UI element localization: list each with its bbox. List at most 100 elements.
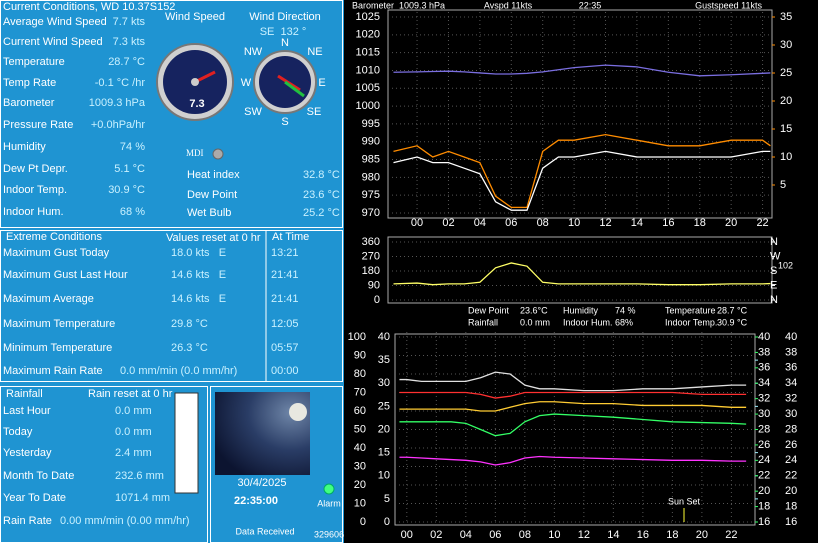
speed-value: 7.3 xyxy=(189,98,204,110)
derived-label: Dew Point xyxy=(187,189,237,201)
chart-header: Gustspeed 11kts xyxy=(695,0,762,10)
chart-header: Barometer 1009.3 hPa xyxy=(352,0,445,10)
row-label: Today xyxy=(3,426,33,438)
y-tick-label: 40 xyxy=(354,442,366,454)
compass-label: NW xyxy=(244,46,263,58)
row-value: 1009.3 hPa xyxy=(89,97,146,109)
y3-tick-label: 32 xyxy=(785,393,797,405)
row-value: 1071.4 mm xyxy=(115,492,170,504)
row-label: Indoor Temp. xyxy=(3,184,67,196)
alarm-label: Alarm xyxy=(317,498,341,508)
y-tick-label: 1015 xyxy=(356,47,380,59)
y2-tick-label: 35 xyxy=(780,11,792,23)
x-tick-label: 12 xyxy=(578,529,590,541)
y-tick-label: 180 xyxy=(362,265,380,277)
plot-frame xyxy=(387,9,773,219)
reading-value: 30.9 °C xyxy=(717,317,748,327)
series-line xyxy=(393,64,771,77)
row-time: 21:41 xyxy=(271,269,299,281)
y-tick-label: 30 xyxy=(354,460,366,472)
x-tick-label: 10 xyxy=(568,217,580,229)
row-label: Rain Rate xyxy=(3,515,52,527)
compass-label: NE xyxy=(307,46,322,58)
section-title: Extreme Conditions xyxy=(6,231,102,243)
row-value: +0.0hPa/hr xyxy=(91,119,145,131)
row-time: 12:05 xyxy=(271,318,299,330)
y3-tick-label: 22 xyxy=(758,470,770,482)
series-line xyxy=(399,455,747,466)
section-note: Rain reset at 0 hr xyxy=(88,388,173,400)
y-tick-label: 1005 xyxy=(356,82,380,94)
y2-tick-label: 20 xyxy=(378,423,390,435)
row-label: Average Wind Speed xyxy=(3,16,107,28)
y2-tick-label: 5 xyxy=(384,493,390,505)
y3-tick-label: 38 xyxy=(758,346,770,358)
row-label: Temperature xyxy=(3,56,65,68)
x-tick-label: 22 xyxy=(725,529,737,541)
y2-tick-label: 15 xyxy=(378,447,390,459)
y3-tick-label: 34 xyxy=(758,377,770,389)
x-tick-label: 06 xyxy=(505,217,517,229)
row-label: Last Hour xyxy=(3,405,51,417)
x-tick-label: 00 xyxy=(411,217,423,229)
reading-value: 23.6°C xyxy=(520,305,548,315)
derived-value: 23.6 °C xyxy=(303,189,340,201)
y3-tick-label: 16 xyxy=(758,516,770,528)
y-tick-label: 20 xyxy=(354,479,366,491)
row-value: 74 % xyxy=(120,141,145,153)
y-tick-label: 10 xyxy=(354,497,366,509)
y2-tick-label: 25 xyxy=(780,67,792,79)
y-tick-label: 1000 xyxy=(356,100,380,112)
y2-tick-label: 10 xyxy=(780,151,792,163)
y3-tick-label: 30 xyxy=(785,408,797,420)
reading-label: Dew Point xyxy=(468,305,510,315)
y3-tick-label: 18 xyxy=(785,500,797,512)
row-label: Year To Date xyxy=(3,492,66,504)
y-tick-label: 90 xyxy=(368,279,380,291)
direction-value: 102 xyxy=(778,260,793,270)
chart-header: 22:35 xyxy=(579,0,602,10)
derived-label: Wet Bulb xyxy=(187,207,231,219)
alarm-light xyxy=(323,483,335,495)
row-label: Maximum Rain Rate xyxy=(3,365,103,377)
y3-tick-label: 24 xyxy=(785,454,797,466)
y-tick-label: 985 xyxy=(362,153,380,165)
x-tick-label: 18 xyxy=(694,217,706,229)
y-tick-label: 100 xyxy=(348,331,366,343)
y3-tick-label: 20 xyxy=(758,485,770,497)
y3-tick-label: 32 xyxy=(758,393,770,405)
row-label: Pressure Rate xyxy=(3,119,73,131)
sunset-label: Sun Set xyxy=(668,496,701,506)
y-tick-label: 995 xyxy=(362,118,380,130)
direction-gauge xyxy=(253,50,317,114)
y3-tick-label: 26 xyxy=(758,439,770,451)
y2-tick-label: 35 xyxy=(378,354,390,366)
row-value: 7.3 kts xyxy=(113,36,146,48)
section-note: At Time xyxy=(272,231,309,243)
series-line xyxy=(399,413,747,437)
row-time: 13:21 xyxy=(271,247,299,259)
mdi-light xyxy=(212,148,224,160)
section-title: Rainfall xyxy=(6,388,43,400)
extremes-frame xyxy=(0,230,343,382)
reading-label: Indoor Hum. xyxy=(563,317,613,327)
reading-value: 0.0 mm xyxy=(520,317,550,327)
row-value: 26.3 °C xyxy=(171,342,208,354)
row-label: Maximum Gust Today xyxy=(3,247,110,259)
right-panel xyxy=(345,0,818,543)
y-tick-label: 50 xyxy=(354,423,366,435)
y2-tick-label: W xyxy=(770,250,781,262)
y-tick-label: 80 xyxy=(354,368,366,380)
x-tick-label: 02 xyxy=(430,529,442,541)
x-tick-label: 10 xyxy=(548,529,560,541)
x-tick-label: 14 xyxy=(631,217,643,229)
y-tick-label: 1010 xyxy=(356,64,380,76)
derived-value: 25.2 °C xyxy=(303,207,340,219)
x-tick-label: 22 xyxy=(756,217,768,229)
row-value: 0.0 mm xyxy=(115,426,152,438)
y3-tick-label: 30 xyxy=(758,408,770,420)
y3-tick-label: 40 xyxy=(758,331,770,343)
reading-value: 68% xyxy=(615,317,633,327)
y-tick-label: 0 xyxy=(374,294,380,306)
row-value: 18.0 kts E xyxy=(171,247,226,259)
